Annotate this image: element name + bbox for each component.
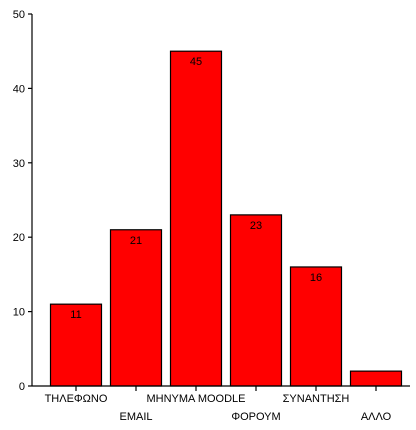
bar-data-label: 21 [130, 235, 142, 247]
bar [109, 229, 163, 387]
y-tick-label: 40 [13, 83, 25, 95]
bar-data-label: 11 [70, 309, 81, 321]
y-tick-label: 20 [13, 232, 25, 244]
bar [49, 303, 103, 387]
bars-layer: 11 21 45 23 16 [49, 50, 403, 387]
x-axis: ΤΗΛΕΦΩΝΟ EMAIL ΜΗΝΥΜΑ MOODLE ΦΟΡΟΥΜΣΥΝΑΝΤΗΣ… [32, 385, 410, 423]
bar [229, 214, 283, 387]
bar [289, 266, 343, 387]
y-tick-label: 10 [13, 307, 25, 319]
bar-data-label: 45 [190, 56, 202, 68]
x-category-label: ΦΟΡΟΥΜ [231, 411, 280, 423]
y-axis: 0 10 20 30 40 50 [13, 9, 33, 393]
y-tick-label: 50 [13, 9, 25, 21]
bar [169, 50, 223, 387]
bar-data-label: 16 [310, 272, 322, 284]
x-category-label: ΣΥΝΑΝΤΗΣΗ [283, 393, 350, 405]
y-tick-label: 30 [13, 158, 25, 170]
bar [349, 370, 403, 387]
x-category-label: EMAIL [119, 411, 152, 423]
x-category-label: ΤΗΛΕΦΩΝΟ [45, 393, 108, 405]
x-category-label: ΜΗΝΥΜΑ MOODLE [146, 393, 245, 405]
bar-data-label: 23 [250, 220, 262, 232]
x-category-label: ΑΛΛΟ [361, 411, 392, 423]
y-tick-label: 0 [19, 381, 25, 393]
